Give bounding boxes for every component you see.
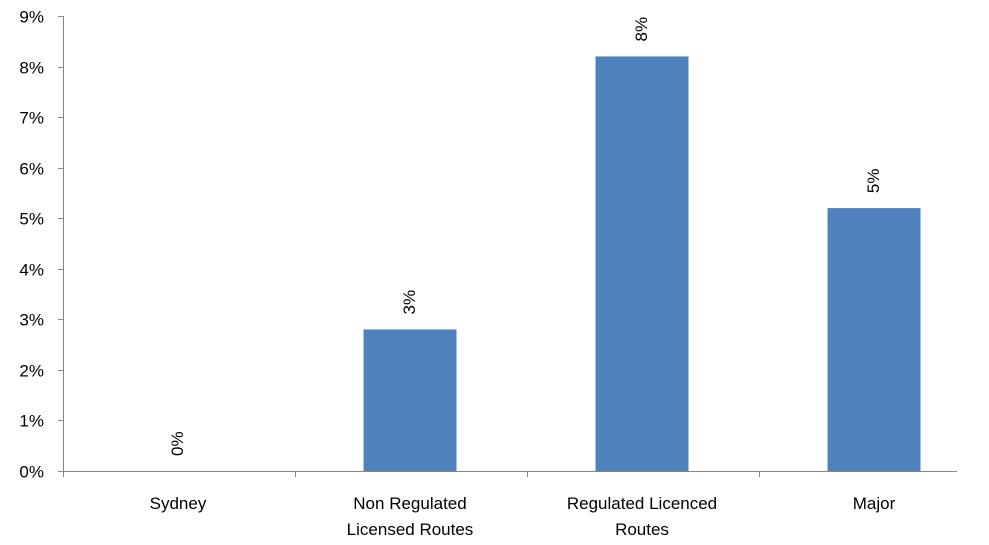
- bar: [363, 329, 457, 471]
- y-tick-label: 6%: [19, 160, 44, 179]
- y-tick-label: 4%: [19, 261, 44, 280]
- y-tick-label: 1%: [19, 412, 44, 431]
- data-label: 3%: [400, 290, 419, 315]
- y-tick-label: 0%: [19, 463, 44, 482]
- y-tick-label: 9%: [19, 8, 44, 27]
- x-category-label: Non Regulated Licensed Routes: [347, 494, 474, 539]
- x-category-label: Major: [853, 494, 896, 513]
- bar: [827, 208, 921, 471]
- y-tick-label: 5%: [19, 210, 44, 229]
- y-tick-label: 3%: [19, 311, 44, 330]
- labels: 0% 1% 2% 3% 4% 5% 6% 7% 8% 9% 0% Sydney 3% Non Regula…: [19, 8, 895, 540]
- x-category-label: Regulated Licenced Routes: [567, 494, 717, 539]
- axes: [58, 16, 957, 477]
- y-tick-label: 8%: [19, 59, 44, 78]
- y-tick-label: 2%: [19, 362, 44, 381]
- bars: [363, 56, 921, 471]
- data-label: 5%: [864, 169, 883, 194]
- x-category-label: Sydney: [150, 494, 207, 513]
- bar: [595, 56, 689, 471]
- data-label: 0%: [168, 431, 187, 456]
- data-label: 8%: [632, 17, 651, 42]
- y-tick-label: 7%: [19, 109, 44, 128]
